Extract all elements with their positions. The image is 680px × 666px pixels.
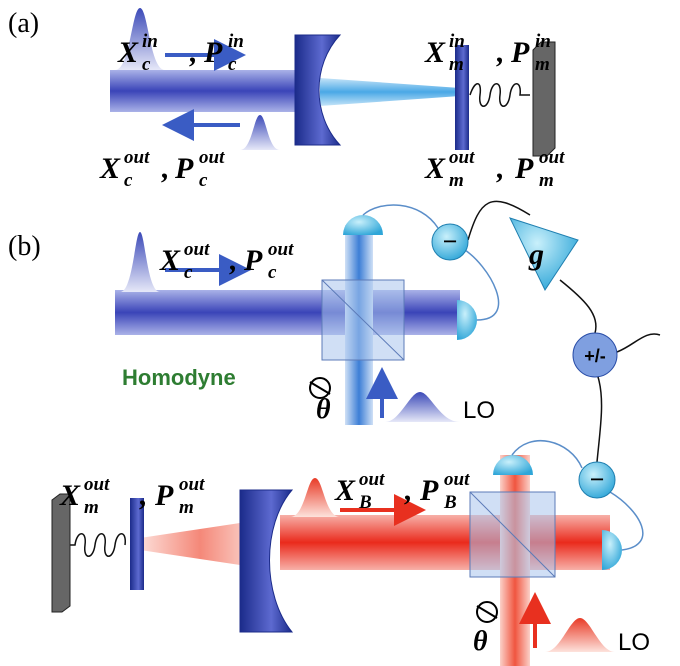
subscript: m [539,170,554,191]
pulse [545,618,615,652]
subscript: c [228,54,237,75]
symbol: P [419,474,439,507]
superscript: out [444,469,470,490]
subscript: c [199,170,208,191]
detector [343,215,383,235]
homodyne-label: Homodyne [122,365,236,390]
subscript: m [84,497,99,518]
separator: , [496,152,505,185]
superscript: out [184,239,210,260]
superscript: out [124,147,150,168]
superscript: in [228,31,244,52]
detector [602,530,622,570]
homodyne-setup [115,201,660,425]
subscript: m [179,497,194,518]
wire [617,334,660,352]
pulse [240,115,280,150]
gain-label: g [528,238,544,271]
subtractor-label: − [443,227,458,256]
separator: , [161,152,170,185]
symbol: X [424,152,446,185]
superscript: out [179,474,205,495]
panel-label: (b) [8,231,41,262]
symbol: X [159,244,181,277]
amplifier [510,218,578,290]
separator: , [189,36,198,69]
symbol: P [514,152,534,185]
phase-label: θ [473,626,488,657]
superscript: in [449,31,465,52]
symbol: P [174,152,194,185]
subscript: c [124,170,133,191]
subscript: c [142,54,151,75]
spring [470,84,530,107]
symbol: P [243,244,263,277]
separator: , [496,36,505,69]
phase-icon [477,606,497,618]
lo-label: LO [463,397,495,424]
superscript: out [359,469,385,490]
subscript: c [184,262,193,283]
superscript: out [539,147,565,168]
panel-label: (a) [8,8,39,39]
symbol: X [59,479,81,512]
symbol: X [334,474,356,507]
wire [597,377,602,462]
pulse [290,478,340,517]
symbol: X [117,36,139,69]
beam [320,78,460,106]
symbol: P [154,479,174,512]
superscript: out [268,239,294,260]
diagram: (a) (b) Homodyne LO θ LO θ g +/- − − Xin… [0,0,680,666]
separator: , [229,244,238,277]
phase-label: θ [316,394,331,425]
phase-icon [310,382,330,394]
superscript: out [199,147,225,168]
subscript: m [449,54,464,75]
subscript: B [358,492,372,513]
subscript: c [268,262,277,283]
subscript: m [535,54,550,75]
subscript: B [443,492,457,513]
separator: , [139,479,148,512]
detector [457,300,477,340]
superscript: out [84,474,110,495]
beam [110,70,305,112]
combiner-label: +/- [584,346,606,366]
symbol: X [424,36,446,69]
spring [65,534,125,557]
pulse [385,392,460,422]
symbol: P [510,36,530,69]
wire [560,280,596,333]
beam [115,290,460,335]
beam [280,515,610,570]
superscript: in [535,31,551,52]
symbol: P [203,36,223,69]
superscript: in [142,31,158,52]
panel-a [110,8,555,156]
superscript: out [449,147,475,168]
pulse [120,232,160,292]
symbol: X [99,152,121,185]
lo-label: LO [618,629,650,656]
subtractor-label: − [590,465,605,494]
separator: , [404,474,413,507]
subscript: m [449,170,464,191]
